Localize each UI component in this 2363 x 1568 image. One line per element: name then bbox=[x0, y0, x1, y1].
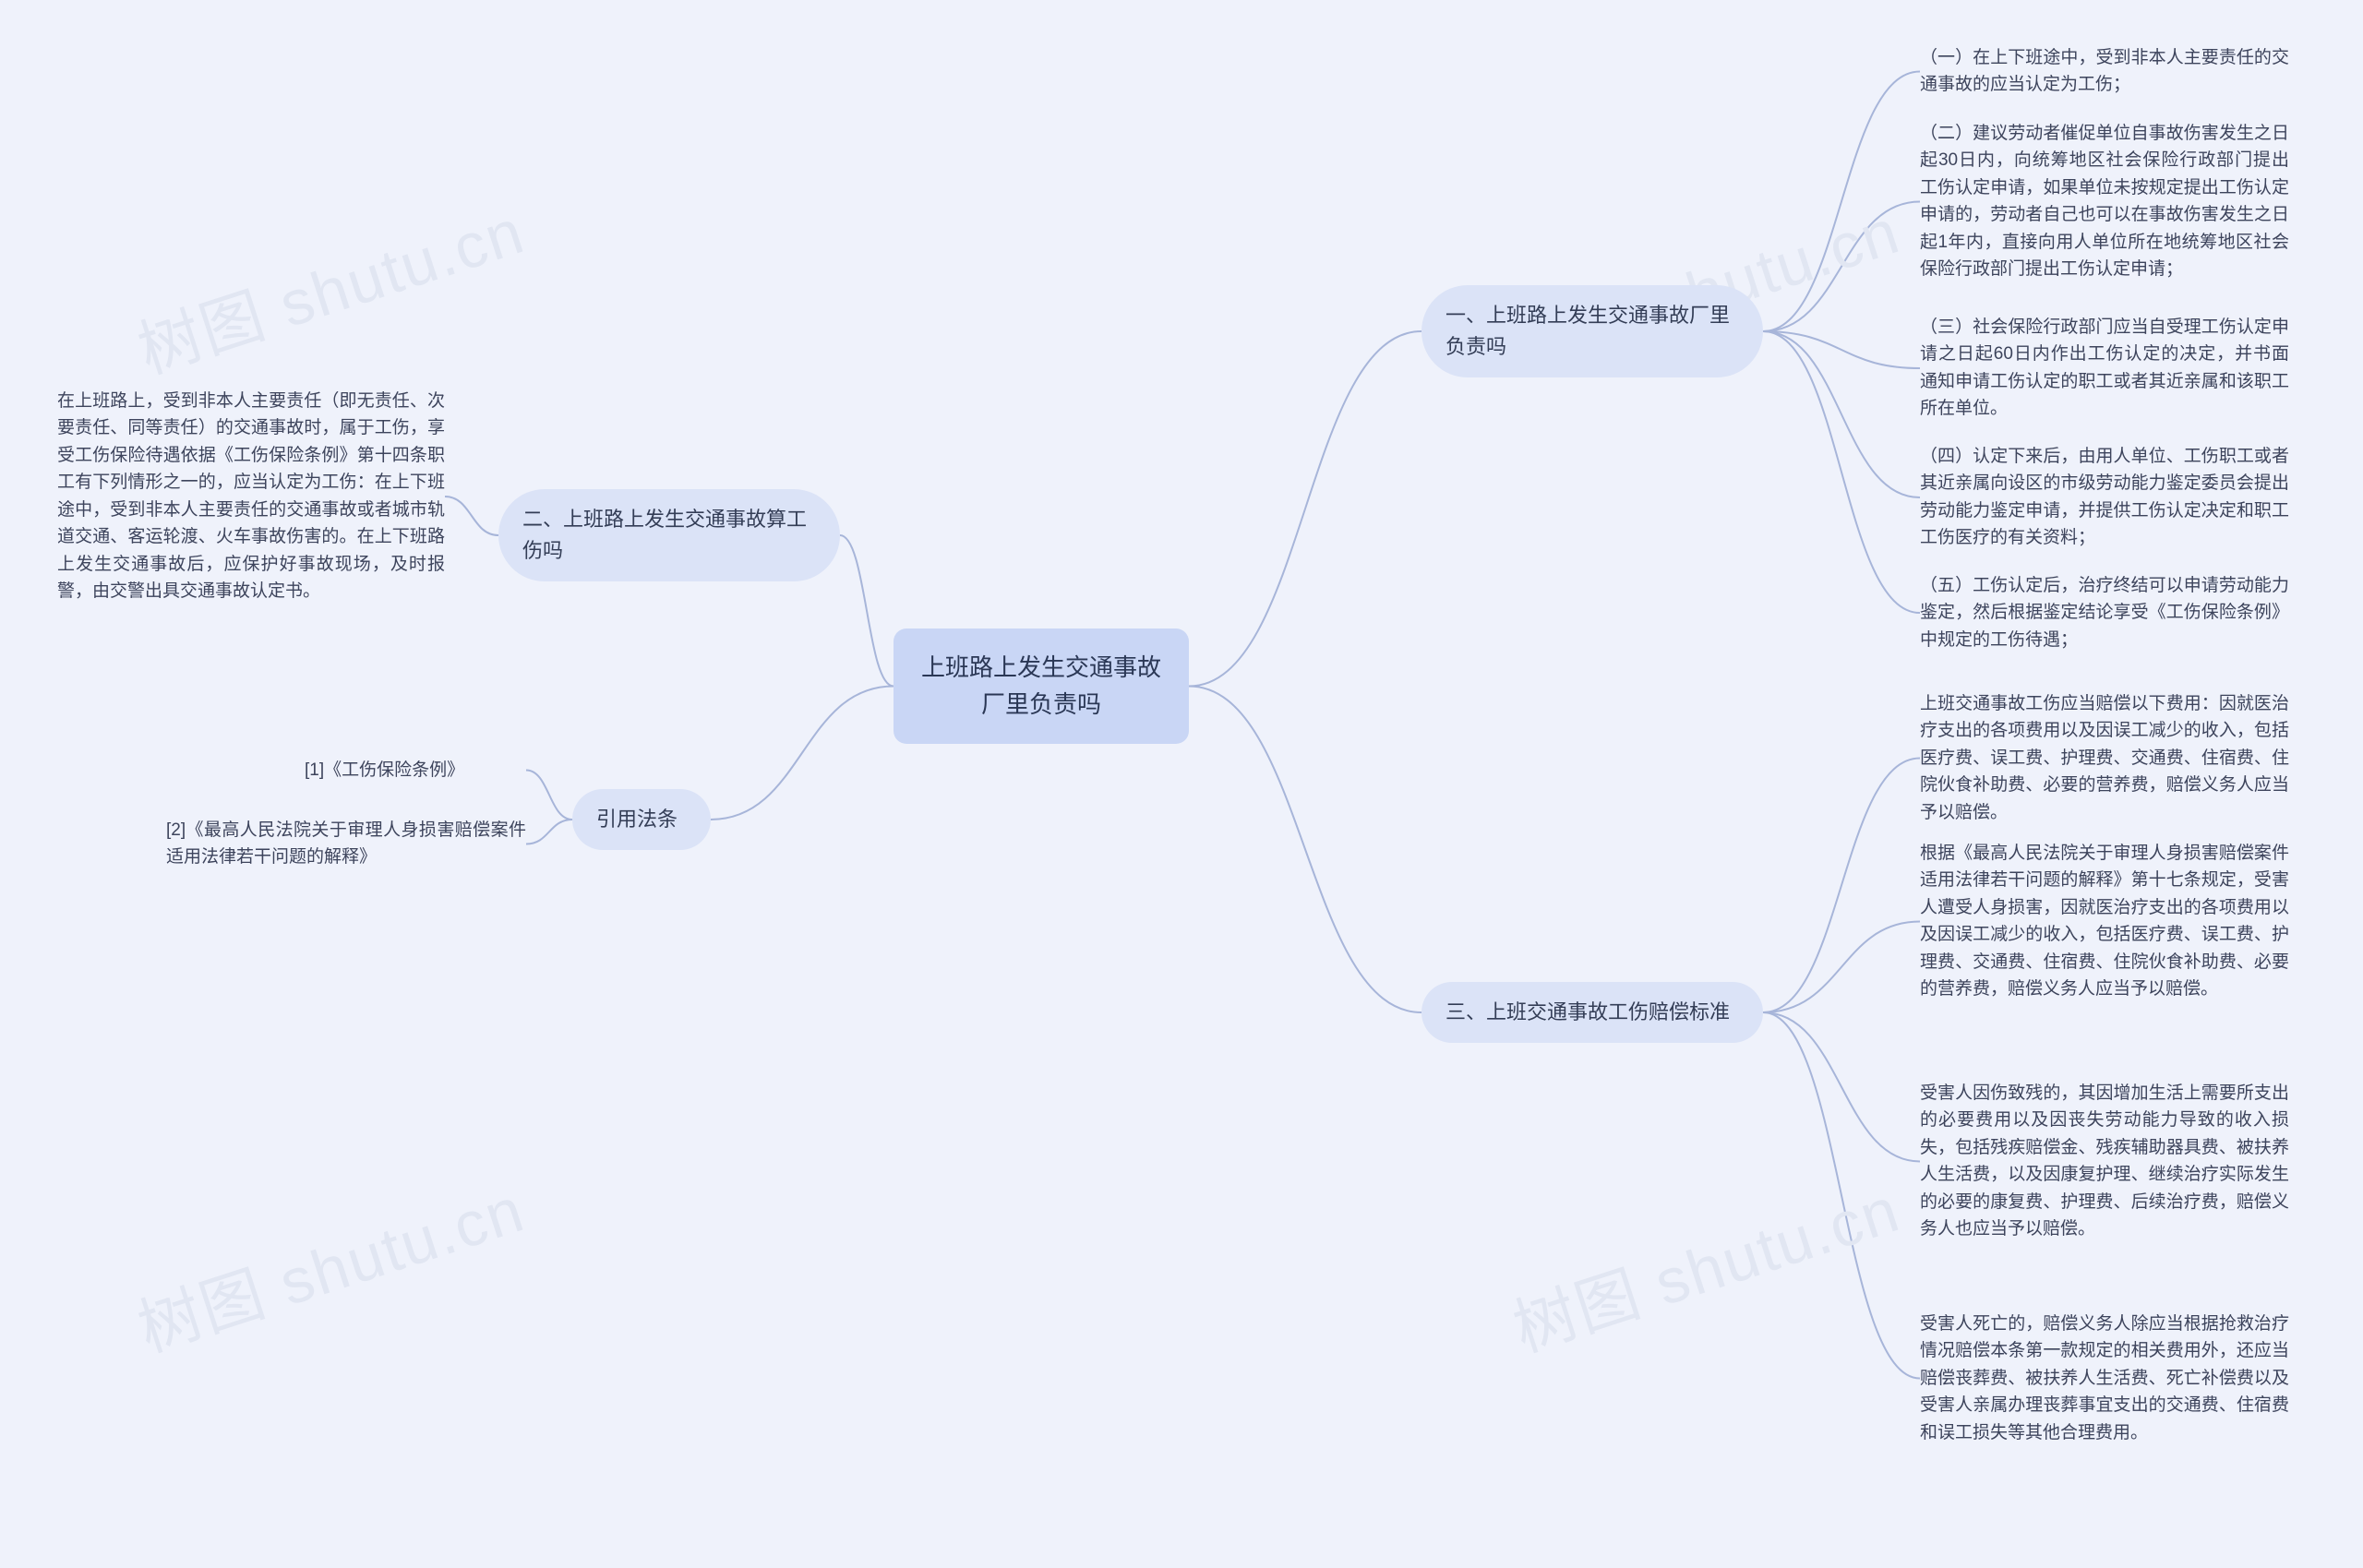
leaf-r2-1: 上班交通事故工伤应当赔偿以下费用：因就医治疗支出的各项费用以及因误工减少的收入，… bbox=[1920, 690, 2289, 826]
leaf-l2-2: [2]《最高人民法院关于审理人身损害赔偿案件适用法律若干问题的解释》 bbox=[166, 817, 526, 871]
leaf-r2-2: 根据《最高人民法院关于审理人身损害赔偿案件适用法律若干问题的解释》第十七条规定，… bbox=[1920, 840, 2289, 1003]
leaf-r2-3: 受害人因伤致残的，其因增加生活上需要所支出的必要费用以及因丧失劳动能力导致的收入… bbox=[1920, 1080, 2289, 1243]
branch-references[interactable]: 引用法条 bbox=[572, 789, 711, 850]
watermark: 树图 shutu.cn bbox=[125, 1158, 534, 1369]
mindmap-canvas: 树图 shutu.cn 树图 shutu.cn 树图 shutu.cn 树图 s… bbox=[0, 0, 2363, 1568]
center-topic[interactable]: 上班路上发生交通事故厂里负责吗 bbox=[894, 628, 1189, 744]
leaf-r1-5: （五）工伤认定后，治疗终结可以申请劳动能力鉴定，然后根据鉴定结论享受《工伤保险条… bbox=[1920, 572, 2289, 653]
leaf-r1-3: （三）社会保险行政部门应当自受理工伤认定申请之日起60日内作出工伤认定的决定，并… bbox=[1920, 314, 2289, 423]
leaf-l2-1: [1]《工伤保险条例》 bbox=[305, 757, 526, 784]
leaf-l1-1: 在上班路上，受到非本人主要责任（即无责任、次要责任、同等责任）的交通事故时，属于… bbox=[57, 388, 445, 605]
branch-section-1[interactable]: 一、上班路上发生交通事故厂里负责吗 bbox=[1421, 285, 1763, 377]
watermark: 树图 shutu.cn bbox=[125, 180, 534, 390]
branch-section-2[interactable]: 二、上班路上发生交通事故算工伤吗 bbox=[498, 489, 840, 581]
branch-section-3[interactable]: 三、上班交通事故工伤赔偿标准 bbox=[1421, 982, 1763, 1043]
leaf-r1-1: （一）在上下班途中，受到非本人主要责任的交通事故的应当认定为工伤； bbox=[1920, 44, 2289, 99]
leaf-r1-4: （四）认定下来后，由用人单位、工伤职工或者其近亲属向设区的市级劳动能力鉴定委员会… bbox=[1920, 443, 2289, 552]
leaf-r2-4: 受害人死亡的，赔偿义务人除应当根据抢救治疗情况赔偿本条第一款规定的相关费用外，还… bbox=[1920, 1311, 2289, 1446]
watermark: 树图 shutu.cn bbox=[1500, 1158, 1909, 1369]
leaf-r1-2: （二）建议劳动者催促单位自事故伤害发生之日起30日内，向统筹地区社会保险行政部门… bbox=[1920, 120, 2289, 283]
